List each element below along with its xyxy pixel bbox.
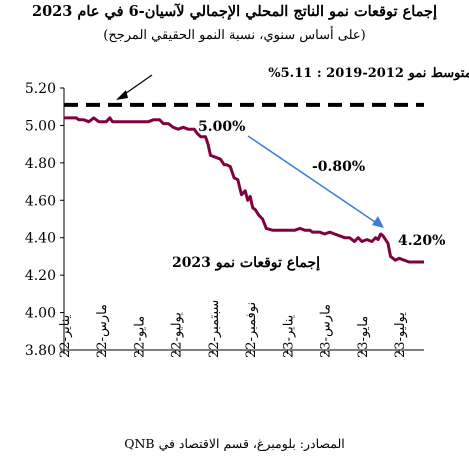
x-tick-label: يناير-22 — [58, 314, 73, 358]
average-pointer-arrow — [121, 74, 153, 97]
series-group — [64, 116, 424, 264]
x-tick-label: يوليو-23 — [393, 312, 408, 358]
y-tick-label: 5.20 — [25, 81, 56, 97]
chart-title: إجماع توقعات نمو الناتج المحلي الإجمالي … — [32, 3, 437, 20]
chart-subtitle: (على أساس سنوي، نسبة النمو الحقيقي المرج… — [103, 28, 366, 43]
y-tick-label: 4.40 — [25, 231, 56, 247]
average-line-group: متوسط نمو 2012-2019 : 5.11% — [64, 66, 469, 107]
x-tick-label: نوفمبر-22 — [244, 302, 259, 358]
y-tick-label: 4.60 — [25, 193, 56, 209]
x-tick-label: مايو-23 — [356, 316, 371, 358]
y-tick-label: 4.20 — [25, 268, 56, 284]
y-tick-label: 4.80 — [25, 156, 56, 172]
x-tick-label: يناير-23 — [281, 314, 296, 358]
series-line — [64, 116, 424, 264]
change-arrow — [247, 135, 379, 225]
annotation-end-value: 4.20% — [398, 233, 445, 249]
chart-source: المصادر: بلومبرغ، قسم الاقتصاد في QNB — [124, 436, 345, 451]
chart-axes: 5.20 5.00 4.80 4.60 4.40 4.20 4.00 3.80 يناير-22… — [25, 81, 424, 359]
x-tick-label: مارس-23 — [319, 304, 334, 358]
annotations-group: 5.00% -0.80% 4.20% إجماع توقعات نمو 2023 — [172, 119, 445, 272]
x-tick-label: سبتمبر-22 — [207, 300, 222, 358]
average-pointer-arrowhead — [116, 90, 128, 100]
x-tick-label: مايو-22 — [132, 316, 147, 358]
y-tick-label: 5.00 — [25, 118, 56, 134]
x-tick-label: مارس-22 — [95, 304, 110, 358]
y-tick-label: 3.80 — [25, 343, 56, 359]
annotation-start-value: 5.00% — [198, 119, 245, 135]
x-tick-label: يوليو-22 — [170, 312, 185, 358]
series-label: إجماع توقعات نمو 2023 — [172, 255, 320, 272]
annotation-change-value: -0.80% — [312, 159, 365, 175]
average-line-label: متوسط نمو 2012-2019 : 5.11% — [268, 66, 469, 81]
y-tick-label: 4.00 — [25, 306, 56, 322]
change-arrowhead — [372, 216, 384, 228]
